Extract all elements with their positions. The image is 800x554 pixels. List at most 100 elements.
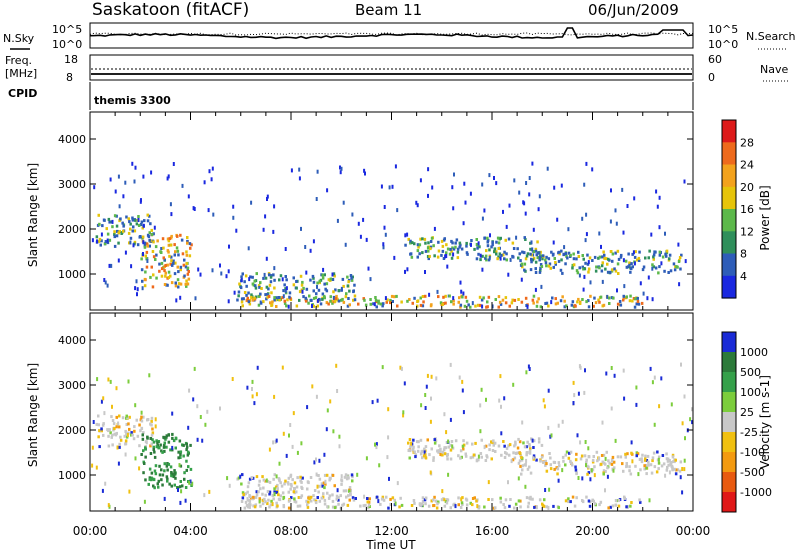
heatmap-cell (286, 481, 290, 485)
heatmap-cell (565, 450, 569, 454)
heatmap-cell (110, 435, 113, 439)
heatmap-cell (525, 370, 528, 375)
heatmap-cell (103, 278, 106, 282)
heatmap-cell (185, 262, 188, 266)
heatmap-cell (509, 498, 512, 501)
heatmap-cell (342, 200, 345, 205)
heatmap-cell (324, 482, 327, 486)
heatmap-cell (643, 458, 647, 462)
heatmap-cell (479, 452, 483, 455)
heatmap-cell (334, 297, 338, 300)
colorbar-swatch (722, 452, 736, 473)
heatmap-cell (433, 438, 436, 442)
heatmap-cell (301, 289, 304, 294)
heatmap-cell (276, 483, 279, 487)
heatmap-cell (503, 506, 507, 510)
heatmap-cell (579, 365, 582, 370)
heatmap-cell (127, 379, 130, 384)
heatmap-cell (408, 449, 412, 453)
heatmap-cell (350, 276, 353, 280)
heatmap-cell (465, 498, 469, 502)
heatmap-cell (133, 429, 136, 433)
heatmap-cell (335, 497, 338, 501)
heatmap-cell (549, 467, 553, 471)
heatmap-cell (106, 283, 109, 288)
heatmap-cell (511, 254, 514, 258)
heatmap-cell (138, 466, 141, 471)
heatmap-cell (462, 291, 465, 296)
heatmap-cell (539, 263, 543, 266)
heatmap-cell (624, 259, 628, 263)
heatmap-cell (201, 438, 204, 443)
heatmap-cell (616, 302, 620, 306)
heatmap-cell (628, 465, 631, 469)
heatmap-cell (352, 290, 355, 294)
heatmap-cell (557, 506, 560, 510)
heatmap-cell (430, 396, 432, 401)
heatmap-cell (243, 291, 247, 294)
y-tick-label: 1000 (58, 268, 86, 281)
heatmap-cell (323, 486, 326, 490)
heatmap-cell (118, 219, 121, 223)
heatmap-cell (634, 297, 637, 301)
heatmap-cell (628, 299, 632, 303)
heatmap-cell (544, 463, 547, 467)
heatmap-cell (240, 482, 243, 486)
heatmap-cell (471, 301, 474, 306)
heatmap-cell (439, 453, 442, 456)
heatmap-cell (528, 465, 531, 469)
heatmap-cell (208, 169, 211, 174)
heatmap-cell (638, 498, 641, 502)
heatmap-cell (266, 292, 269, 296)
heatmap-cell (107, 217, 111, 221)
heatmap-cell (279, 494, 282, 498)
heatmap-cell (691, 420, 694, 425)
heatmap-cell (185, 250, 188, 254)
heatmap-cell (677, 260, 681, 263)
heatmap-cell (139, 235, 142, 238)
heatmap-cell (324, 287, 327, 291)
heatmap-cell (465, 441, 469, 445)
heatmap-cell (504, 296, 508, 300)
heatmap-cell (503, 257, 506, 261)
heatmap-cell (642, 265, 646, 269)
heatmap-cell (593, 255, 597, 259)
heatmap-cell (460, 501, 464, 505)
heatmap-cell (212, 212, 215, 217)
heatmap-cell (537, 207, 540, 212)
freq-panel (89, 54, 694, 81)
heatmap-cell (632, 250, 635, 255)
heatmap-cell (494, 506, 497, 510)
heatmap-cell (150, 471, 154, 475)
heatmap-cell (325, 301, 329, 305)
heatmap-cell (540, 455, 544, 459)
heatmap-cell (396, 304, 399, 308)
heatmap-cell (429, 419, 432, 424)
heatmap-cell (514, 502, 518, 506)
heatmap-cell (595, 265, 598, 269)
heatmap-cell (145, 242, 149, 246)
heatmap-cell (400, 503, 404, 507)
heatmap-cell (143, 245, 147, 249)
heatmap-cell (367, 506, 370, 510)
heatmap-cell (469, 191, 472, 196)
heatmap-cell (180, 489, 183, 494)
heatmap-cell (552, 265, 555, 269)
heatmap-cell (406, 232, 409, 237)
heatmap-cell (670, 465, 674, 469)
heatmap-cell (661, 454, 665, 457)
heatmap-cell (244, 500, 248, 504)
heatmap-cell (488, 248, 491, 252)
heatmap-cell (92, 420, 95, 424)
heatmap-cell (271, 300, 274, 304)
heatmap-cell (170, 212, 173, 217)
heatmap-cell (266, 502, 269, 506)
heatmap-cell (290, 484, 293, 488)
heatmap-cell (615, 221, 618, 226)
heatmap-cell (359, 504, 362, 508)
heatmap-cell (333, 484, 336, 488)
heatmap-cell (664, 473, 667, 478)
heatmap-cell (103, 242, 107, 246)
heatmap-cell (539, 305, 543, 309)
